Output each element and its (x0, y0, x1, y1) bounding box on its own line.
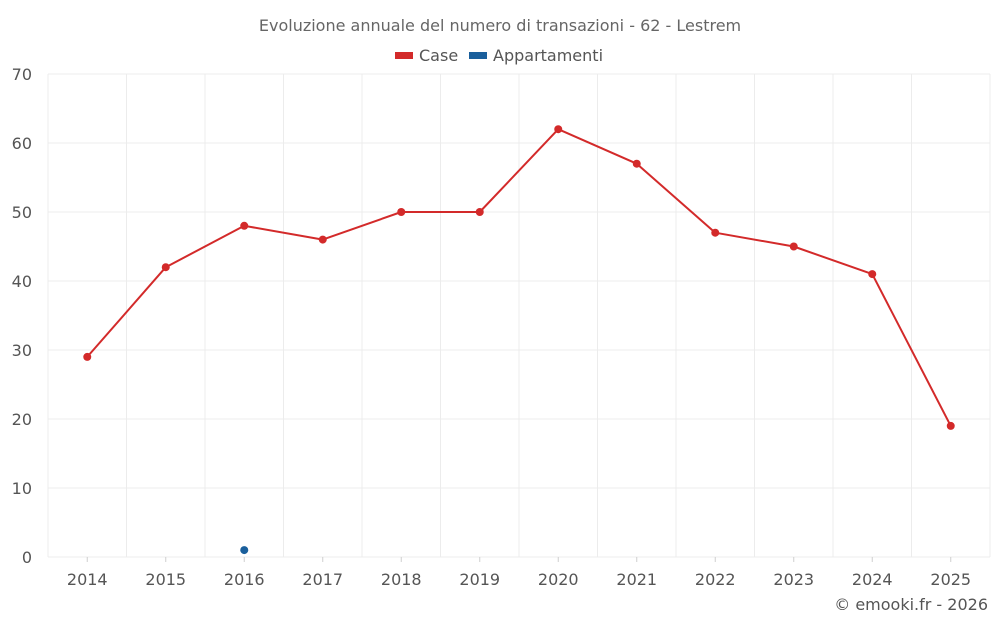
data-point-case[interactable]: Case 2017: 46 (318, 235, 327, 244)
data-point-case[interactable]: Case 2020: 62 (554, 125, 563, 134)
data-point-case[interactable]: Case 2023: 45 (789, 242, 798, 251)
y-tick-label: 10 (12, 479, 32, 498)
y-tick-label: 40 (12, 272, 32, 291)
legend-item-case[interactable]: Case (395, 46, 458, 65)
y-tick-label: 20 (12, 410, 32, 429)
x-tick-label: 2024 (852, 570, 893, 589)
x-tick-label: 2018 (381, 570, 422, 589)
y-tick-label: 0 (22, 548, 32, 567)
series: Case 2014: 29 Case 2015: 42 Case 2016: 48 C… (83, 125, 955, 555)
x-tick-label: 2017 (302, 570, 343, 589)
y-tick-label: 70 (12, 65, 32, 84)
series-line-case (86, 128, 952, 427)
y-axis-ticks: 0 10 20 30 40 50 60 70 (12, 65, 32, 567)
grid (47, 73, 991, 558)
legend-label-appartamenti: Appartamenti (493, 46, 603, 65)
legend: Case Appartamenti (395, 46, 603, 65)
legend-label-case: Case (419, 46, 458, 65)
data-point-case[interactable]: Case 2016: 48 (240, 221, 249, 230)
chart-title: Evoluzione annuale del numero di transaz… (259, 16, 741, 35)
x-tick-label: 2019 (459, 570, 500, 589)
y-tick-label: 30 (12, 341, 32, 360)
credit-text: © emooki.fr - 2026 (834, 595, 988, 614)
data-point-case[interactable]: Case 2014: 29 (83, 352, 92, 361)
data-point-case[interactable]: Case 2018: 50 (397, 208, 406, 216)
x-axis-ticks: 2014 2015 2016 2017 2018 2019 2020 2021 2022 2023… (67, 557, 971, 589)
legend-swatch-appartamenti (469, 52, 487, 59)
data-point-case[interactable]: Case 2024: 41 (868, 270, 877, 279)
data-point-case[interactable]: Case 2019: 50 (475, 208, 484, 216)
x-tick-label: 2015 (145, 570, 186, 589)
x-tick-label: 2016 (224, 570, 265, 589)
legend-swatch-case (395, 52, 413, 59)
data-point-case[interactable]: Case 2015: 42 (161, 263, 170, 272)
y-tick-label: 60 (12, 134, 32, 153)
x-tick-label: 2014 (67, 570, 108, 589)
x-tick-label: 2023 (773, 570, 814, 589)
y-tick-label: 50 (12, 203, 32, 222)
data-point-case[interactable]: Case 2022: 47 (711, 228, 720, 237)
x-tick-label: 2025 (930, 570, 971, 589)
data-point-appartamenti[interactable]: Appartamenti 2016: 1 (240, 546, 249, 555)
x-tick-label: 2021 (616, 570, 657, 589)
data-point-case[interactable]: Case 2021: 57 (632, 159, 641, 168)
x-tick-label: 2020 (538, 570, 579, 589)
data-point-case[interactable]: Case 2025: 19 (946, 421, 955, 430)
x-tick-label: 2022 (695, 570, 736, 589)
legend-item-appartamenti[interactable]: Appartamenti (469, 46, 603, 65)
